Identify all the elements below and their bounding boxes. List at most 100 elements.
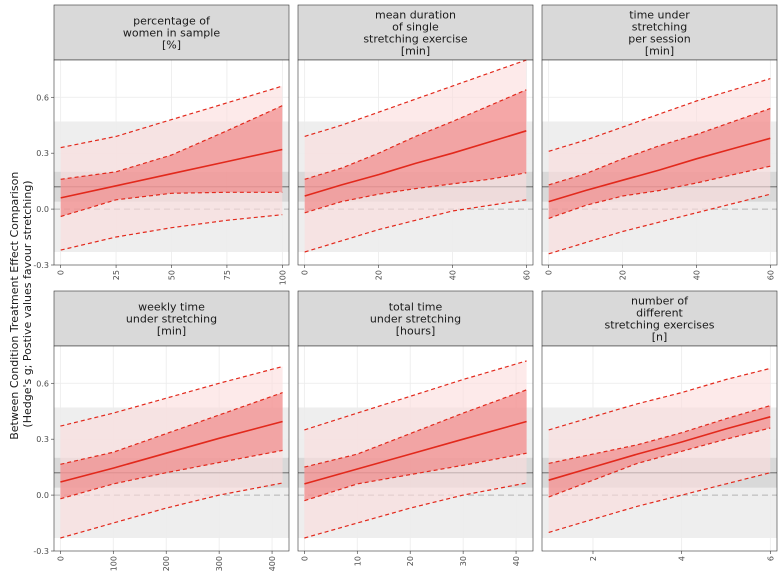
- panel-1-y-tick-label-2: 0.3: [36, 149, 49, 158]
- panel-2-title-line-4: [min]: [401, 45, 430, 58]
- panel-1-x-tick-label-3: 50: [168, 270, 177, 280]
- panel-1-pi-upper-line: [60, 85, 283, 149]
- panel-4-y-tick-label-2: 0.3: [36, 435, 49, 444]
- panel-5-strip: [297, 290, 534, 347]
- panel-2-strip: [297, 4, 534, 61]
- panel-3-confidence-band: [548, 108, 771, 219]
- panel-5-title-line-3: [hours]: [396, 325, 436, 338]
- panel-5-x-tick-label-3: 20: [406, 556, 415, 566]
- panel-2-estimate-line: [304, 130, 527, 197]
- panel-6-title-line-2: different: [636, 307, 683, 320]
- panel-5-pi-upper-line: [304, 360, 527, 431]
- panel-4-title-line-2: under stretching: [126, 313, 217, 326]
- panel-4-estimate-line: [60, 420, 283, 483]
- panel-2-confidence-band: [304, 89, 527, 213]
- panel-2-x-tick-label-1: 0: [301, 270, 310, 275]
- panel-5-ci-lower-line: [304, 452, 527, 502]
- panel-4-x-tick-label-1: 0: [56, 556, 65, 561]
- panel-4-x-tick-label-4: 300: [215, 556, 224, 571]
- panel-5-title-line-2: under stretching: [370, 313, 461, 326]
- panel-3-ci-upper-line: [548, 107, 771, 186]
- panel-3-x-tick-label-3: 40: [692, 270, 701, 280]
- panel-1-estimate-line: [60, 148, 283, 199]
- panel-4-y-tick-label-4: -0.3: [33, 547, 49, 556]
- panel-1-x-tick-label-1: 0: [57, 270, 66, 275]
- panel-4-y-tick-label-3: 0.0: [36, 491, 49, 500]
- panel-1-title-line-1: percentage of: [133, 15, 211, 28]
- panel-2-x-tick-label-2: 20: [375, 270, 384, 280]
- panel-5-x-tick-label-5: 40: [512, 556, 521, 566]
- panel-6-border: [541, 345, 778, 552]
- panel-6-x-tick-label-2: 4: [678, 556, 687, 561]
- panel-6-title-line-4: [n]: [652, 331, 668, 344]
- panel-1-confidence-band: [60, 105, 283, 217]
- panel-3-pi-upper-line: [548, 78, 771, 152]
- panel-3-title-line-1: time under: [629, 9, 690, 22]
- panel-5-ci-upper-line: [304, 389, 527, 468]
- panel-5-pi-lower-line: [304, 482, 527, 539]
- panel-3-border: [541, 59, 778, 266]
- panel-6-title-line-1: number of: [631, 295, 689, 308]
- panel-6-x-tick-label-1: 2: [589, 556, 598, 561]
- panel-6-estimate-line: [548, 416, 771, 481]
- panel-6-ci-upper-line: [548, 405, 771, 464]
- panel-6-pi-upper-line: [548, 367, 771, 431]
- panel-4-strip: [53, 290, 290, 347]
- panel-1-y-tick-label-3: 0.0: [36, 205, 49, 214]
- panel-1-ci-lower-line: [60, 191, 283, 218]
- panel-1-title-line-3: [%]: [162, 39, 181, 52]
- panel-4-pi-lower-line: [60, 482, 283, 539]
- panel-1-strip: [53, 4, 290, 61]
- panel-3-x-tick-label-2: 20: [619, 270, 628, 280]
- panel-6-strip: [541, 290, 778, 347]
- panel-1-x-tick-label-4: 75: [223, 270, 232, 280]
- panel-5-border: [297, 345, 534, 552]
- panel-2-border: [297, 59, 534, 266]
- y-axis-label-line-1: Between Condition Treatment Effect Compa…: [8, 172, 21, 440]
- panel-2-pi-upper-line: [304, 59, 527, 137]
- panel-2-x-tick-label-4: 60: [522, 270, 531, 280]
- panel-5-x-tick-label-2: 10: [353, 556, 362, 566]
- panel-4-x-tick-label-2: 100: [109, 556, 118, 571]
- panel-2-title-line-1: mean duration: [375, 9, 456, 22]
- panel-3-x-tick-label-1: 0: [545, 270, 554, 275]
- panel-5-x-tick-label-4: 30: [459, 556, 468, 566]
- y-axis-label-line-2: (Hedge's g; Postive values favour stretc…: [21, 180, 34, 427]
- panel-2-ci-lower-line: [304, 172, 527, 214]
- panel-1-y-tick-label-1: 0.6: [36, 93, 49, 102]
- panel-4-x-tick-label-3: 200: [162, 556, 171, 571]
- panel-3-strip: [541, 4, 778, 61]
- panel-1-pi-lower-line: [60, 214, 283, 251]
- panel-3-title-line-2: stretching: [632, 21, 687, 34]
- panel-6-title-line-3: stretching exercises: [604, 319, 714, 332]
- panel-2-title-line-2: of single: [392, 21, 439, 34]
- panel-5-x-tick-label-1: 0: [300, 556, 309, 561]
- panel-6-confidence-band: [548, 405, 771, 497]
- panel-5-confidence-band: [304, 389, 527, 501]
- panel-3-ci-lower-line: [548, 165, 771, 219]
- y-axis-label: Between Condition Treatment Effect Compa…: [8, 168, 34, 440]
- panel-1-ci-upper-line: [60, 105, 283, 180]
- panel-4-x-tick-label-5: 400: [268, 556, 277, 571]
- panel-1-y-tick-label-4: -0.3: [33, 261, 49, 270]
- panel-3-title-line-4: [min]: [645, 45, 674, 58]
- panel-4-ci-lower-line: [60, 449, 283, 500]
- panel-5-title-line-1: total time: [389, 301, 443, 314]
- panel-4-y-tick-label-1: 0.6: [36, 379, 49, 388]
- panel-4-border: [53, 345, 290, 552]
- panel-2-ci-upper-line: [304, 89, 527, 180]
- panel-4-title-line-1: weekly time: [138, 301, 205, 314]
- panel-1-x-tick-label-2: 25: [112, 270, 121, 280]
- panel-4-confidence-band: [60, 392, 283, 499]
- panel-6-x-tick-label-3: 6: [766, 556, 775, 561]
- panel-4-title-line-3: [min]: [157, 325, 186, 338]
- panel-2-title-line-3: stretching exercise: [363, 33, 468, 46]
